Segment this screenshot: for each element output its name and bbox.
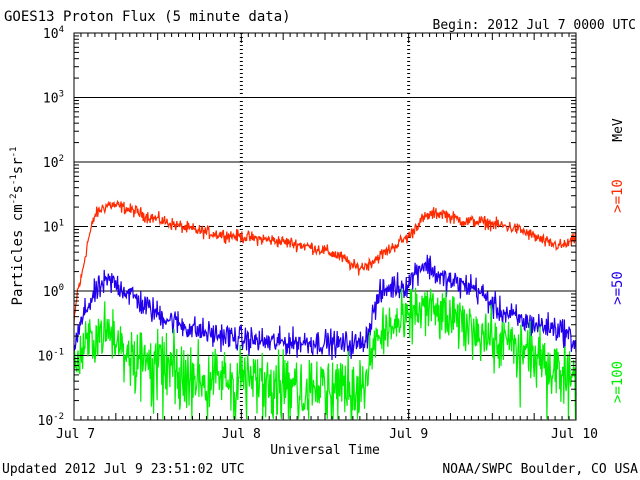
y-tick-label: 104 <box>43 25 64 42</box>
y-tick-label: 102 <box>43 154 64 171</box>
series-line-gte100 <box>73 287 577 421</box>
y-tick-label: 103 <box>43 90 64 107</box>
legend-series-100: >=100 <box>610 361 626 403</box>
x-tick-label: Jul 10 <box>551 427 598 442</box>
y-tick-label: 100 <box>43 283 64 300</box>
credit-line: NOAA/SWPC Boulder, CO USA <box>442 462 638 477</box>
units-label: MeV <box>611 118 626 142</box>
series-line-gte50 <box>73 254 577 361</box>
legend-series-10: >=10 <box>610 179 626 213</box>
chart-title: GOES13 Proton Flux (5 minute data) <box>4 9 291 25</box>
y-tick-label: 101 <box>43 219 64 236</box>
y-axis-label: Particles cm-2s-1sr-1 <box>9 147 26 306</box>
y-tick-label: 10-2 <box>38 412 65 429</box>
x-tick-label: Jul 9 <box>389 427 428 442</box>
legend-series-50: >=50 <box>610 271 626 305</box>
begin-label: Begin: 2012 Jul 7 0000 UTC <box>433 18 637 33</box>
series-line-gte10 <box>73 199 577 325</box>
x-tick-label: Jul 8 <box>222 427 261 442</box>
y-tick-label: 10-1 <box>38 348 65 365</box>
updated-timestamp: Updated 2012 Jul 9 23:51:02 UTC <box>2 462 245 477</box>
x-axis-label: Universal Time <box>270 443 380 458</box>
x-tick-label: Jul 7 <box>56 427 95 442</box>
